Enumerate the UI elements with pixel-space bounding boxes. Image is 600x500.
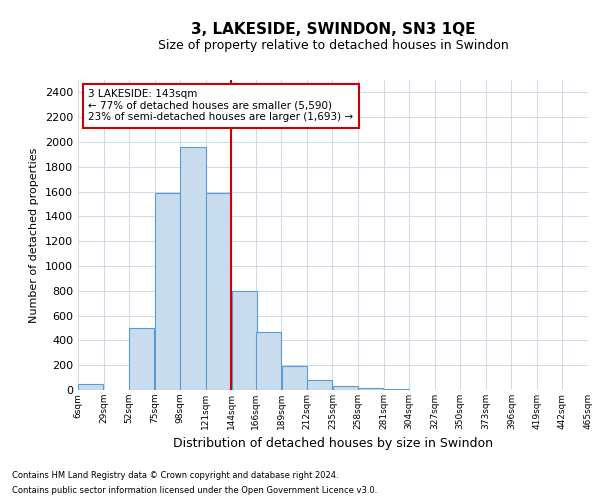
Text: Contains public sector information licensed under the Open Government Licence v3: Contains public sector information licen… (12, 486, 377, 495)
X-axis label: Distribution of detached houses by size in Swindon: Distribution of detached houses by size … (173, 438, 493, 450)
Bar (130, 328, 154, 390)
Bar (332, 386, 358, 390)
Text: Contains HM Land Registry data © Crown copyright and database right 2024.: Contains HM Land Registry data © Crown c… (12, 471, 338, 480)
Bar (155, 193, 180, 390)
Bar (78, 384, 103, 390)
Bar (181, 147, 206, 390)
Bar (384, 389, 409, 390)
Title: Size of property relative to detached houses in Swindon: Size of property relative to detached ho… (158, 40, 508, 52)
Bar (232, 291, 257, 390)
Y-axis label: Number of detached properties: Number of detached properties (29, 148, 40, 322)
Bar (256, 332, 281, 390)
Bar (206, 193, 231, 390)
Bar (281, 366, 307, 390)
Bar (358, 388, 383, 390)
Text: 3 LAKESIDE: 143sqm
← 77% of detached houses are smaller (5,590)
23% of semi-deta: 3 LAKESIDE: 143sqm ← 77% of detached hou… (88, 90, 353, 122)
Text: 3, LAKESIDE, SWINDON, SN3 1QE: 3, LAKESIDE, SWINDON, SN3 1QE (191, 22, 475, 38)
Bar (307, 380, 332, 390)
